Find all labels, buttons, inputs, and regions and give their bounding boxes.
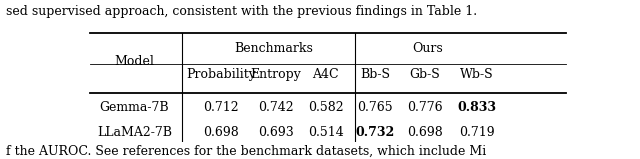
Text: 0.582: 0.582 [308,101,343,114]
Text: LLaMA2-7B: LLaMA2-7B [97,126,172,139]
Text: A4C: A4C [312,68,339,81]
Text: 0.776: 0.776 [407,101,442,114]
Text: 0.693: 0.693 [258,126,294,139]
Text: 0.514: 0.514 [308,126,344,139]
Text: 0.698: 0.698 [407,126,443,139]
Text: 0.765: 0.765 [357,101,393,114]
Text: Gb-S: Gb-S [410,68,440,81]
Text: Entropy: Entropy [250,68,301,81]
Text: sed supervised approach, consistent with the previous findings in Table 1.: sed supervised approach, consistent with… [6,5,477,18]
Text: 0.712: 0.712 [204,101,239,114]
Text: 0.698: 0.698 [204,126,239,139]
Text: Model: Model [115,55,154,68]
Text: Probability: Probability [186,68,256,81]
Text: f the AUROC. See references for the benchmark datasets, which include Mi: f the AUROC. See references for the benc… [6,144,486,157]
Text: 0.742: 0.742 [258,101,294,114]
Text: Wb-S: Wb-S [460,68,493,81]
Text: Gemma-7B: Gemma-7B [100,101,170,114]
Text: 0.833: 0.833 [458,101,496,114]
Text: Bb-S: Bb-S [360,68,390,81]
Text: 0.732: 0.732 [355,126,395,139]
Text: 0.719: 0.719 [459,126,495,139]
Text: Ours: Ours [412,42,443,55]
Text: Benchmarks: Benchmarks [234,42,313,55]
